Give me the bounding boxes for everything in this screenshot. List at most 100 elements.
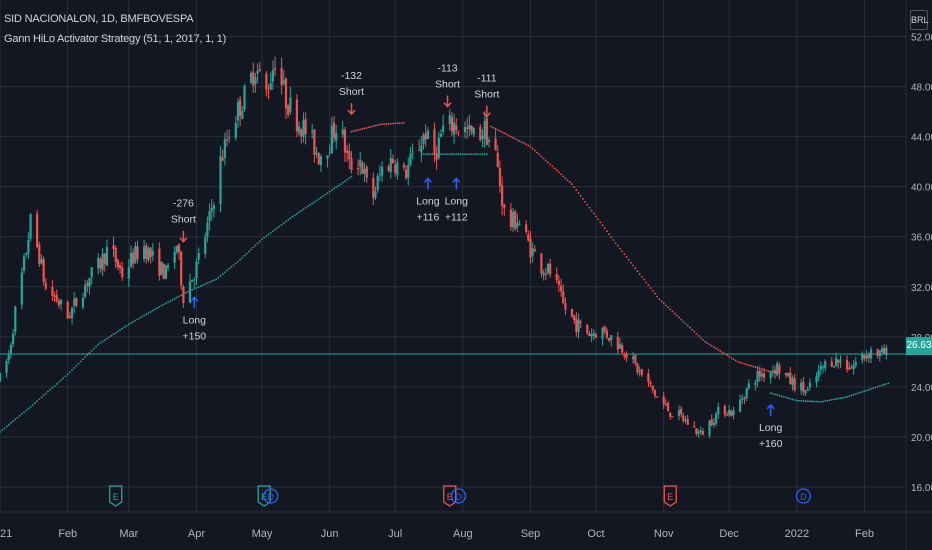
hilo-short-dot <box>634 267 637 270</box>
candle-body <box>51 286 54 297</box>
hilo-short-dot <box>691 328 693 331</box>
hilo-long-dot <box>271 230 274 233</box>
candle-body <box>129 253 133 267</box>
hilo-long-dot <box>339 183 342 186</box>
hilo-long-dot <box>446 153 449 156</box>
hilo-long-dot <box>49 388 52 391</box>
candle-body <box>208 211 211 222</box>
hilo-long-dot <box>793 399 796 401</box>
hilo-long-dot <box>431 153 434 156</box>
hilo-long-dot <box>143 314 145 317</box>
hilo-long-dot <box>197 286 200 288</box>
hilo-short-dot <box>365 126 368 129</box>
hilo-long-dot <box>75 364 78 367</box>
dividend-marker <box>795 488 812 504</box>
hilo-long-dot <box>34 402 36 404</box>
candle-body <box>365 166 368 178</box>
event-marker-label: E <box>667 492 673 502</box>
hilo-long-dot <box>293 214 296 217</box>
candle-body <box>84 284 87 297</box>
hilo-long-dot <box>848 395 851 398</box>
hilo-long-dot <box>835 398 838 400</box>
candle-body <box>175 245 178 253</box>
hilo-short-dot <box>601 224 604 227</box>
candle-body <box>610 335 613 341</box>
hilo-short-dot <box>704 340 707 343</box>
candle-body <box>151 250 154 256</box>
hilo-long-dot <box>130 322 132 324</box>
hilo-long-dot <box>867 388 870 391</box>
hilo-short-dot <box>501 131 504 134</box>
hilo-long-dot <box>309 204 311 206</box>
hilo-short-dot <box>636 270 639 273</box>
x-axis[interactable]: 2021 Feb Mar Apr May Jun Jul Aug Sep Oct Nov Dec 202… <box>0 528 874 540</box>
candle-body <box>791 377 794 385</box>
hilo-short-dot <box>357 129 359 131</box>
short-signal-label: Short <box>435 79 460 91</box>
candle-body <box>714 413 718 424</box>
hilo-long-dot <box>306 205 309 208</box>
x-tick-label: Dec <box>719 528 739 540</box>
hilo-short-dot <box>531 147 534 150</box>
hilo-long-dot <box>151 309 154 312</box>
hilo-long-dot <box>68 371 71 374</box>
candle-body <box>776 363 779 376</box>
hilo-short-dot <box>621 250 624 253</box>
candle-body <box>160 261 163 275</box>
candle-body <box>498 168 502 187</box>
hilo-long-dot <box>114 331 117 334</box>
hilo-long-dot <box>872 387 875 390</box>
candle-body <box>787 373 790 377</box>
symbol-title: SID NACIONALON, 1D, BMFBOVESPA <box>4 13 194 25</box>
candle-body <box>29 213 32 239</box>
hilo-short-dot <box>688 326 691 329</box>
candle-body <box>701 431 705 435</box>
hilo-long-dot <box>66 373 69 376</box>
hilo-long-dot <box>276 227 279 229</box>
hilo-long-dot <box>806 400 809 403</box>
candle-body <box>127 267 130 279</box>
hilo-short-dot <box>654 292 656 295</box>
hilo-long-dot <box>191 288 194 291</box>
currency-button[interactable]: BRL <box>910 10 929 30</box>
candle-body <box>636 363 639 373</box>
candle-body <box>623 353 626 357</box>
candle-body <box>531 248 534 256</box>
hilo-long-dot <box>344 180 346 183</box>
hilo-short-dot <box>678 316 680 319</box>
hilo-long-dot <box>300 209 303 212</box>
hilo-short-dot <box>359 128 362 131</box>
hilo-long-dot <box>298 211 300 214</box>
hilo-long-dot <box>73 367 76 369</box>
hilo-short-dot <box>619 247 621 250</box>
candle-body <box>55 295 58 302</box>
candle-body <box>44 282 47 289</box>
candle-body <box>575 318 578 333</box>
hilo-short-dot <box>667 306 669 309</box>
earnings-marker <box>663 485 677 507</box>
candle-body <box>433 129 436 155</box>
short-arrow-head <box>347 109 356 116</box>
hilo-long-dot <box>841 396 844 399</box>
candle-body <box>616 336 619 350</box>
candle-body <box>396 162 399 176</box>
hilo-long-dot <box>36 400 39 403</box>
hilo-long-dot <box>31 404 34 406</box>
strategy-title[interactable]: Gann HiLo Activator Strategy (51, 1, 201… <box>4 33 227 45</box>
candle-body <box>136 246 139 260</box>
hilo-long-dot <box>258 240 261 243</box>
hilo-short-dot <box>695 332 698 335</box>
candle-body <box>747 383 750 389</box>
candle-body <box>295 99 299 132</box>
short-signal-label: Short <box>339 86 364 98</box>
hilo-long-dot <box>861 390 864 393</box>
candle-body <box>466 127 469 129</box>
hilo-short-dot <box>553 167 556 170</box>
hilo-long-dot <box>186 290 189 293</box>
hilo-long-dot <box>173 297 176 300</box>
long-signal-pnl: +112 <box>445 211 468 223</box>
hilo-long-dot <box>859 391 862 394</box>
hilo-long-dot <box>213 279 215 282</box>
hilo-long-dot <box>328 190 331 193</box>
